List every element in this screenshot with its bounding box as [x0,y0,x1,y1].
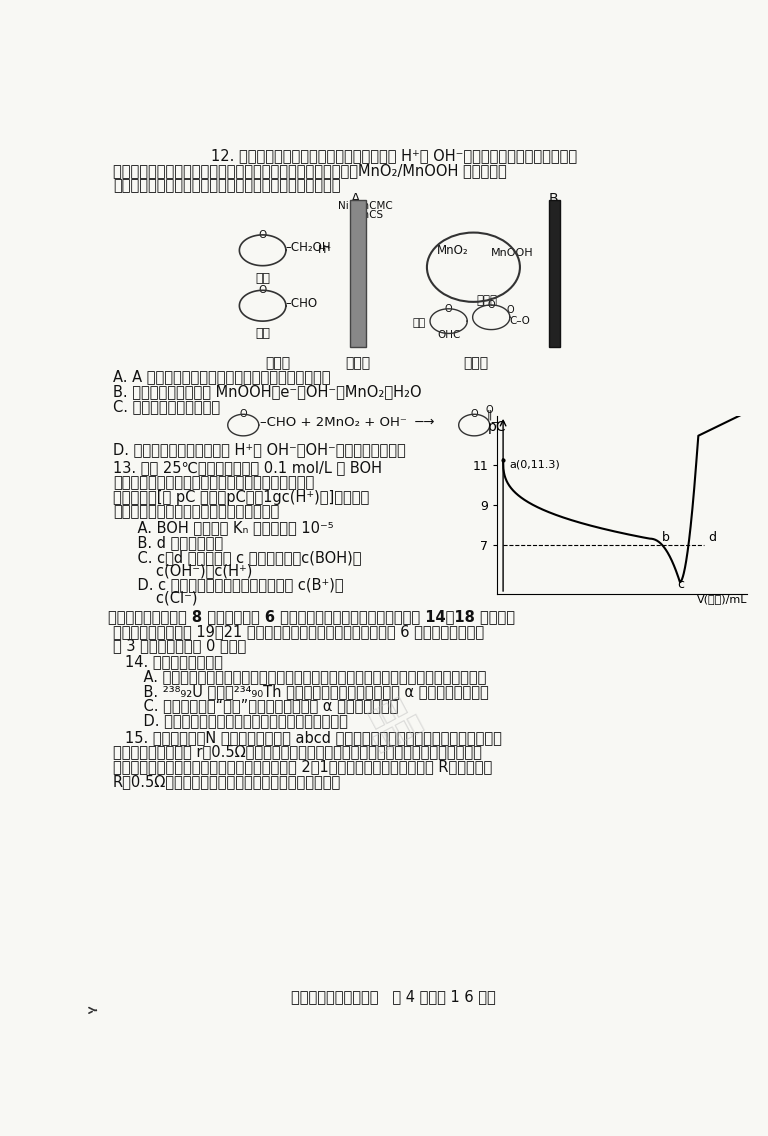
Text: OHC: OHC [437,329,460,340]
Text: +: + [354,224,362,234]
Text: +: + [354,211,362,222]
Text: +: + [354,323,362,333]
Text: 双极膜: 双极膜 [346,356,370,370]
Text: 阳极室: 阳极室 [463,356,488,370]
Text: 高三理科综合能力测试   第 4 页（共 1 6 页）: 高三理科综合能力测试 第 4 页（共 1 6 页） [291,989,496,1004]
Text: 微信搜
答案众号: 微信搜 答案众号 [360,691,427,754]
Text: a(0,11.3): a(0,11.3) [509,459,560,469]
Text: c(Cl⁻): c(Cl⁻) [119,591,197,605]
Text: 醛之间传递电子，电解过程如图所示，下列说法不正确的是: 醛之间传递电子，电解过程如图所示，下列说法不正确的是 [113,178,340,193]
Text: C. 汤姆孙的原子“枣糕”模型很好地解释了 α 粒子的散射实验: C. 汤姆孙的原子“枣糕”模型很好地解释了 α 粒子的散射实验 [125,699,399,713]
Text: +: + [354,310,362,320]
Text: B. ²³⁸₉₂U 衰变成²³⁴₉₀Th 先后释放了两个粒子，一个是 α 粒子，一个是中子: B. ²³⁸₉₂U 衰变成²³⁴₉₀Th 先后释放了两个粒子，一个是 α 粒子，… [125,684,489,699]
Text: +: + [354,236,362,247]
Text: 速转动，导线框电阻 r＝0.5Ω，产生的感应电动势随时间变化的规律如图乙所示。导线框与: 速转动，导线框电阻 r＝0.5Ω，产生的感应电动势随时间变化的规律如图乙所示。导… [113,744,482,760]
Bar [350,200,366,346]
Text: 理想变压器原线圈相连，原、副线圈的匝数比为 2：1，副线圈接有一滑动变阻器 R，接入阻值: 理想变压器原线圈相连，原、副线圈的匝数比为 2：1，副线圈接有一滑动变阻器 R，… [113,759,492,775]
Text: 用双极膜电解槽电解糠醛溶液同时制备糠醇和糠酸盐，电解时，MnO₂/MnOOH 在电极与糠: 用双极膜电解槽电解糠醛溶液同时制备糠醇和糠酸盐，电解时，MnO₂/MnOOH 在… [113,164,507,178]
Text: V(盐酸)/mL: V(盐酸)/mL [697,594,747,604]
Text: 14. 下列说法正确的是: 14. 下列说法正确的是 [125,654,223,669]
Text: ‖: ‖ [486,409,492,419]
Text: 度的负对数[用 pC 表示，pC＝－1gc(H⁺)水]与加入盐: 度的负对数[用 pC 表示，pC＝－1gc(H⁺)水]与加入盐 [113,490,369,504]
Text: D. 普朗克通过对光电效应现象的研究提出了光子说: D. 普朗克通过对光电效应现象的研究提出了光子说 [125,713,349,728]
Text: A. A 接直流电源的负极，糠醛得到电子被还原为糠醇: A. A 接直流电源的负极，糠醛得到电子被还原为糠醇 [113,369,330,385]
Text: 糠醛: 糠醛 [412,318,425,327]
Text: C. 生成糠酸盐的反应为：: C. 生成糠酸盐的反应为： [113,399,220,414]
Text: +: + [354,335,362,345]
Text: c: c [677,578,684,591]
Bar [549,200,560,346]
Text: 阴极室: 阴极室 [266,356,290,370]
Text: 糠醛: 糠醛 [255,327,270,341]
Text: +: + [354,261,362,272]
Text: MnOOH: MnOOH [492,249,534,258]
Text: –CHO: –CHO [286,296,318,310]
Text: +: + [354,298,362,308]
Text: +: + [354,285,362,295]
Text: A. 氢原子的核外电子由高能级跃迁到低能级时，氢原子的电势能减小，电子的动能增加: A. 氢原子的核外电子由高能级跃迁到低能级时，氢原子的电势能减小，电子的动能增加 [125,669,487,684]
Text: –CHO + 2MnO₂ + OH⁻  ─→: –CHO + 2MnO₂ + OH⁻ ─→ [260,416,434,429]
Text: A: A [351,192,360,206]
Text: D. c 点溶液中水的电离程度最大，且 c(B⁺)＜: D. c 点溶液中水的电离程度最大，且 c(B⁺)＜ [119,577,344,593]
Text: B: B [548,192,558,206]
Text: R＝0.5Ω，电流表为理想交流电表。下列说法正确的是: R＝0.5Ω，电流表为理想交流电表。下列说法正确的是 [113,774,341,788]
Text: 项符合题目要求，第 19～21 题有多项符合题目要求。全部选对的得 6 分，选对但不全的: 项符合题目要求，第 19～21 题有多项符合题目要求。全部选对的得 6 分，选对… [113,624,484,638]
Text: O: O [445,303,452,314]
Text: +: + [354,274,362,283]
Text: d: d [708,531,716,544]
Text: MnO₂: MnO₂ [437,244,468,257]
Text: mCMC: mCMC [359,201,393,211]
Text: D. 通电时双极膜将水解离为 H⁺和 OH⁻，OH⁻向阴极室方向移动: D. 通电时双极膜将水解离为 H⁺和 OH⁻，OH⁻向阴极室方向移动 [113,442,406,457]
Text: H⁺: H⁺ [318,245,333,256]
Text: mCS: mCS [359,210,384,220]
Text: b: b [662,531,670,544]
Text: C–O: C–O [510,316,531,326]
Text: pC: pC [488,420,506,434]
Text: O: O [506,304,514,315]
Text: 酸体积的关系如图所示。下列叙述错误的是: 酸体积的关系如图所示。下列叙述错误的是 [113,504,280,519]
Text: c(OH⁻)＜c(H⁺): c(OH⁻)＜c(H⁺) [119,563,253,578]
Text: O: O [470,409,478,419]
Text: 15. 如图甲所示，N 匝矩形闭合导线框 abcd 处于水平匀强磁场中，绕垂直于磁场的轴匀: 15. 如图甲所示，N 匝矩形闭合导线框 abcd 处于水平匀强磁场中，绕垂直于… [125,730,502,745]
Text: –CH₂OH: –CH₂OH [286,242,332,254]
Text: 13. 恒温 25℃下，向一定量的 0.1 mol/L 的 BOH: 13. 恒温 25℃下，向一定量的 0.1 mol/L 的 BOH [113,460,382,476]
Text: 12. 在直流电场作用下，双极膜能将水解离为 H⁺和 OH⁻，并实现其定向通过。工业上: 12. 在直流电场作用下，双极膜能将水解离为 H⁺和 OH⁻，并实现其定向通过。… [210,149,577,164]
Text: A. BOH 为弱碱且 Kₙ 的数量级为 10⁻⁵: A. BOH 为弱碱且 Kₙ 的数量级为 10⁻⁵ [119,520,334,535]
Text: –C–O⁻+2MnOOH: –C–O⁻+2MnOOH [491,416,601,429]
Text: B. d 点溶液呈中性: B. d 点溶液呈中性 [119,535,223,550]
Text: C. c－d 点间（不含 c 点）溶液中：c(BOH)＋: C. c－d 点间（不含 c 点）溶液中：c(BOH)＋ [119,550,362,565]
Text: +: + [354,249,362,259]
Text: B. 电解时，阳极反应为 MnOOH－e⁻＋OH⁻＝MnO₂＋H₂O: B. 电解时，阳极反应为 MnOOH－e⁻＋OH⁻＝MnO₂＋H₂O [113,384,422,399]
Text: O: O [240,409,247,419]
Text: O: O [488,300,495,310]
Text: O: O [259,229,266,240]
Text: 糠醇: 糠醇 [255,272,270,285]
Text: Ni: Ni [338,201,349,211]
Text: 二、选择题（本题共 8 小题，每小题 6 分。在每小题给出的四个选项中，第 14～18 题只有一: 二、选择题（本题共 8 小题，每小题 6 分。在每小题给出的四个选项中，第 14… [108,609,515,624]
Text: O: O [486,404,494,415]
Text: 得 3 分，有选错的得 0 分。）: 得 3 分，有选错的得 0 分。） [113,638,247,653]
Text: O: O [259,285,266,295]
Text: 糠酸盐: 糠酸盐 [477,294,498,307]
Text: 溶液中逐滴滴入稀盐酸。溶液中水电离出的氢离子浓: 溶液中逐滴滴入稀盐酸。溶液中水电离出的氢离子浓 [113,475,314,490]
